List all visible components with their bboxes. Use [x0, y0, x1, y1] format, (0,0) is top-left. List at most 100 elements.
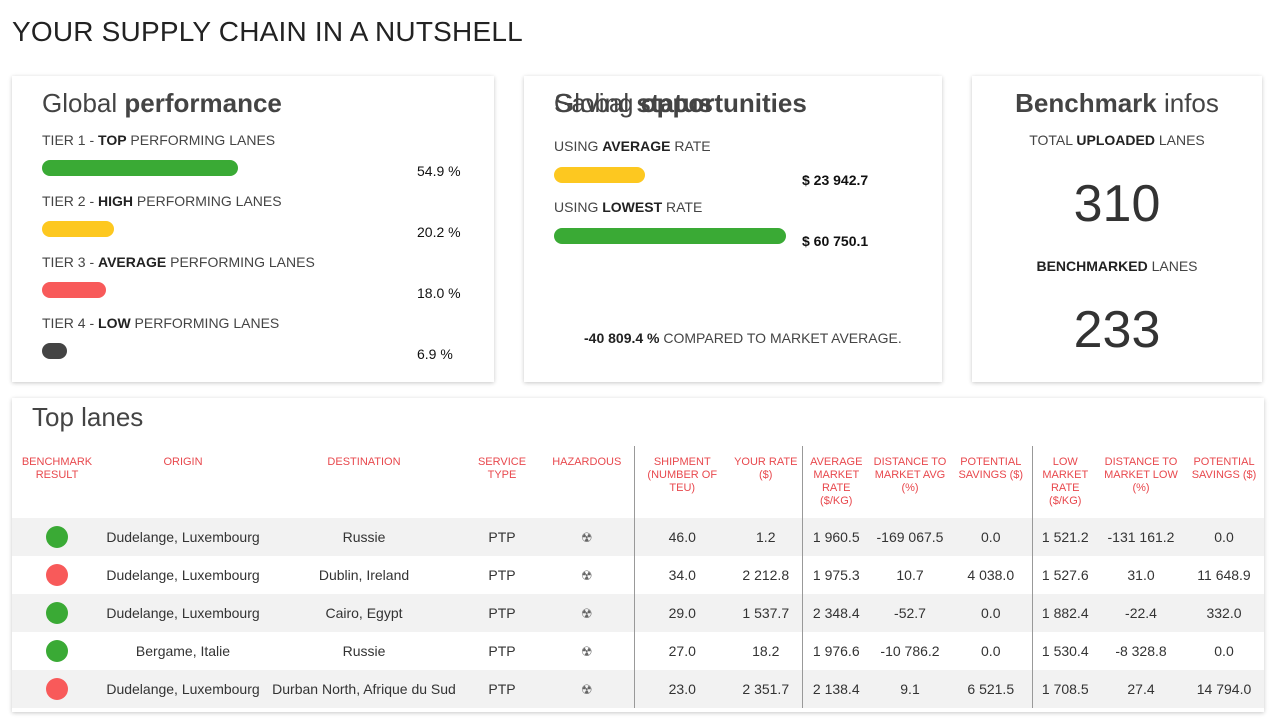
column-header[interactable]: SERVICE TYPE — [477, 456, 527, 481]
uploaded-lanes-label: TOTAL UPLOADED LANES — [1029, 132, 1205, 148]
sav-avg-cell: 6 521.5 — [950, 670, 1032, 708]
origin-cell: Dudelange, Luxembourg — [102, 670, 264, 708]
shipment-cell: 29.0 — [633, 594, 730, 632]
global-status-title: Global status — [554, 88, 713, 118]
shipment-cell: 34.0 — [633, 556, 730, 594]
low-rate-cell: 1 530.4 — [1031, 632, 1098, 670]
benchmark-status-dot — [46, 602, 68, 624]
dist-low-cell: -22.4 — [1098, 594, 1184, 632]
tier-2-value: 20.2 % — [417, 224, 461, 240]
tier-4-row: TIER 4 - LOW PERFORMING LANES 6.9 % — [42, 315, 472, 373]
dist-avg-cell: 9.1 — [870, 670, 950, 708]
avg-rate-cell: 1 960.5 — [801, 518, 870, 556]
dist-low-cell: 27.4 — [1098, 670, 1184, 708]
table-row[interactable]: Bergame, Italie Russie PTP ☢ 27.0 18.2 1 976.6… — [12, 632, 1264, 670]
service-type-cell: PTP — [464, 518, 540, 556]
shipment-cell: 23.0 — [633, 670, 730, 708]
benchmark-infos-title: Benchmark infos — [1015, 88, 1219, 118]
benchmark-status-dot — [46, 526, 68, 548]
radiation-icon: ☢ — [580, 529, 593, 545]
service-type-cell: PTP — [464, 594, 540, 632]
saving-opportunities-title: Saving opportunities — [554, 88, 807, 118]
service-type-cell: PTP — [488, 642, 516, 659]
rate-cell: 1.2 — [730, 518, 802, 556]
benchmarked-lanes-count: 233 — [1073, 301, 1161, 359]
service-type-cell: PTP — [488, 566, 516, 583]
column-header[interactable]: ORIGIN — [163, 456, 203, 468]
avg-rate-cell: 2 138.4 — [801, 670, 870, 708]
column-header[interactable]: DESTINATION — [327, 456, 401, 468]
table-row[interactable]: Dudelange, Luxembourg Durban North, Afriq… — [12, 670, 1264, 708]
tier-label: TIER 2 - HIGH PERFORMING LANES — [42, 193, 282, 209]
saving-bar-1 — [554, 167, 646, 183]
radiation-icon: ☢ — [580, 643, 593, 659]
rate-cell: 2 351.7 — [730, 670, 802, 708]
sav-low-cell: 0.0 — [1184, 518, 1264, 556]
tier-1-bar — [42, 160, 238, 176]
radiation-icon: ☢ — [580, 567, 593, 583]
column-header[interactable]: LOW MARKET RATE ($/KG) — [1031, 446, 1098, 518]
sav-low-cell: 11 648.9 — [1197, 566, 1251, 583]
hazardous-cell: ☢ — [540, 556, 634, 594]
global-performance-card: Global performance TIER 1 - TOP PERFORMI… — [12, 76, 494, 382]
low-rate-cell: 1 708.5 — [1031, 670, 1098, 708]
table-row[interactable]: Dudelange, Luxembourg Cairo, Egypt PTP ☢ 29.… — [12, 594, 1264, 632]
hazardous-cell: ☢ — [540, 632, 634, 670]
table-row[interactable]: Dudelange, Luxembourg Russie PTP ☢ 46.0 1.2 1 … — [12, 518, 1264, 556]
low-rate-cell: 1 882.4 — [1031, 594, 1098, 632]
tier-1-value: 54.9 % — [417, 163, 461, 179]
column-header[interactable]: SHIPMENT (NUMBER OF TEU) — [633, 446, 730, 518]
hazardous-cell: ☢ — [540, 670, 634, 708]
low-rate-cell: 1 521.2 — [1031, 518, 1098, 556]
column-header[interactable]: POTENTIAL SAVINGS ($) — [1191, 456, 1257, 481]
benchmark-result-cell — [12, 594, 102, 632]
sav-low-cell: 14 794.0 — [1184, 670, 1264, 708]
service-type-cell: PTP — [464, 670, 540, 708]
column-header[interactable]: POTENTIAL SAVINGS ($) — [958, 456, 1024, 481]
benchmark-status-dot — [46, 678, 68, 700]
tier-label: TIER 3 - AVERAGE PERFORMING LANES — [42, 254, 315, 270]
shipment-cell: 27.0 — [633, 632, 730, 670]
saving-row-1: USING AVERAGE RATE $ 23 942.7 — [554, 138, 924, 196]
benchmark-result-cell — [12, 556, 102, 594]
benchmarked-lanes-label: BENCHMARKED LANES — [1036, 258, 1198, 274]
origin-cell: Dudelange, Luxembourg — [102, 594, 264, 632]
benchmark-status-dot — [46, 564, 68, 586]
column-header[interactable]: DISTANCE TO MARKET LOW (%) — [1104, 456, 1178, 494]
hazardous-cell: ☢ — [540, 594, 634, 632]
tier-2-bar — [42, 221, 115, 237]
origin-cell: Bergame, Italie — [135, 642, 231, 659]
global-performance-title: Global performance — [42, 88, 282, 118]
top-lanes-card: Top lanes BENCHMARK RESULT ORIGIN DESTINAT… — [12, 398, 1264, 712]
avg-rate-cell: 1 975.3 — [801, 556, 870, 594]
global-status-text: -40 809.4 % COMPARED TO MARKET AVERAGE. — [584, 330, 902, 346]
tier-1-row: TIER 1 - TOP PERFORMING LANES 54.9 % — [42, 132, 472, 190]
destination-cell: Dublin, Ireland — [318, 566, 410, 583]
benchmark-result-cell — [12, 632, 102, 670]
sav-avg-cell: 0.0 — [981, 642, 1001, 659]
benchmark-result-cell — [12, 670, 102, 708]
column-header[interactable]: AVERAGE MARKET RATE ($/KG) — [801, 446, 870, 518]
saving-label: USING LOWEST RATE — [554, 199, 703, 215]
sav-low-cell: 0.0 — [1214, 642, 1234, 659]
tier-3-row: TIER 3 - AVERAGE PERFORMING LANES 18.0 % — [42, 254, 472, 312]
sav-avg-cell: 4 038.0 — [967, 566, 1015, 583]
dist-low-cell: -8 328.8 — [1115, 642, 1167, 659]
top-lanes-title: Top lanes — [32, 402, 144, 432]
column-header[interactable]: DISTANCE TO MARKET AVG (%) — [873, 456, 947, 494]
column-header[interactable]: BENCHMARK RESULT — [21, 456, 93, 481]
column-header[interactable]: HAZARDOUS — [552, 456, 622, 468]
destination-cell: Cairo, Egypt — [264, 594, 464, 632]
avg-rate-cell: 2 348.4 — [801, 594, 870, 632]
hazardous-cell: ☢ — [540, 518, 634, 556]
origin-cell: Dudelange, Luxembourg — [102, 518, 264, 556]
table-row[interactable]: Dudelange, Luxembourg Dublin, Ireland PTP ☢… — [12, 556, 1264, 594]
top-lanes-table: BENCHMARK RESULT ORIGIN DESTINATION SERVICE… — [12, 446, 1264, 708]
destination-cell: Russie — [264, 518, 464, 556]
tier-label: TIER 1 - TOP PERFORMING LANES — [42, 132, 276, 148]
column-header[interactable]: YOUR RATE ($) — [734, 456, 798, 481]
benchmark-status-dot — [46, 640, 68, 662]
saving-row-2: USING LOWEST RATE $ 60 750.1 — [554, 199, 924, 257]
saving-value-1: $ 23 942.7 — [802, 172, 869, 188]
dist-avg-cell: 10.7 — [896, 566, 924, 583]
